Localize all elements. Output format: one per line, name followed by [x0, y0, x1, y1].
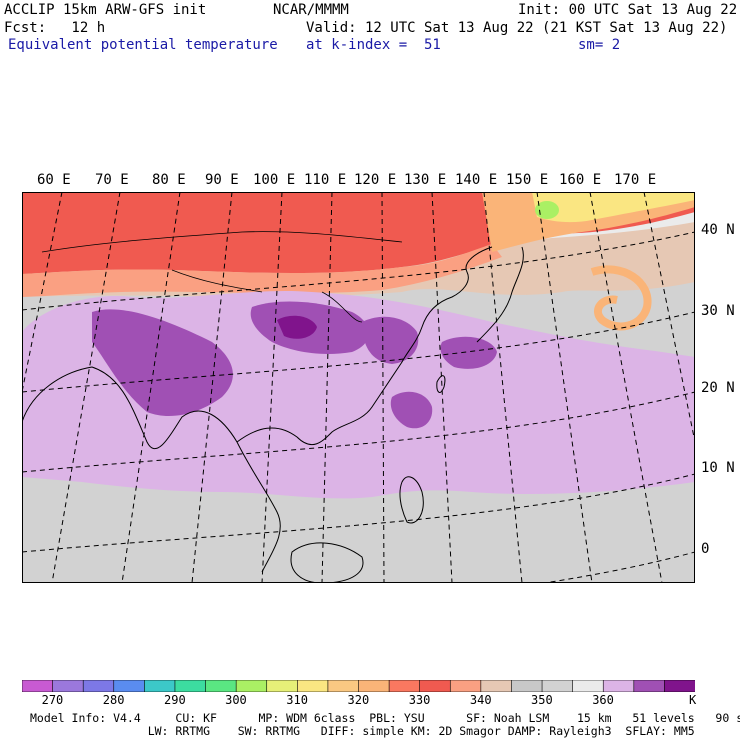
colorbar-swatch — [52, 680, 84, 692]
colorbar-swatch — [113, 680, 145, 692]
colorbar-label: 340 — [469, 693, 492, 707]
field-core-philippine-sea — [440, 336, 497, 369]
lat-label-0: 0 — [701, 541, 710, 557]
model-title: ACCLIP 15km ARW-GFS init — [4, 2, 207, 18]
colorbar-swatch — [541, 680, 574, 692]
colorbar-swatch — [144, 680, 176, 692]
colorbar-label: K — [689, 693, 697, 707]
colorbar-swatch — [266, 680, 298, 692]
colorbar — [22, 680, 695, 692]
colorbar-swatch — [358, 680, 390, 692]
valid-time: Valid: 12 UTC Sat 13 Aug 22 (21 KST Sat … — [306, 20, 728, 36]
country-borders — [41, 231, 403, 323]
colorbar-label: 310 — [286, 693, 308, 707]
lat-label-10n: 10 N — [701, 460, 735, 476]
theta-e-map — [22, 192, 695, 583]
colorbar-label: 290 — [164, 693, 186, 707]
model-info-line1: Model Info: V4.4 CU: KF MP: WDM 6class P… — [30, 711, 740, 725]
colorbar-label: 280 — [102, 693, 125, 707]
lat-label-40n: 40 N — [701, 222, 735, 238]
colorbar-label: 360 — [592, 693, 614, 707]
colorbar-swatch — [664, 680, 695, 692]
map-border — [22, 192, 695, 583]
lon-label-160e: 160 E — [559, 172, 602, 188]
colorbar-swatch — [511, 680, 543, 692]
colorbar-swatch — [22, 680, 54, 692]
lon-label-90e: 90 E — [205, 172, 239, 188]
colorbar-swatch — [205, 680, 237, 692]
lon-label-170e: 170 E — [614, 172, 657, 188]
coastline-philippines — [399, 476, 424, 524]
colorbar-swatch — [297, 680, 329, 692]
colorbar-swatch — [82, 680, 115, 692]
colorbar-label: 320 — [347, 693, 370, 707]
lat-label-30n: 30 N — [701, 303, 735, 319]
init-time: Init: 00 UTC Sat 13 Aug 22 — [518, 2, 738, 18]
colorbar-swatch — [633, 680, 666, 692]
colorbar-label: 270 — [41, 693, 64, 707]
lon-label-80e: 80 E — [152, 172, 186, 188]
level-index: at k-index = 51 — [306, 37, 441, 53]
lon-label-140e: 140 E — [455, 172, 498, 188]
colorbar-swatch — [235, 680, 268, 692]
colorbar-swatch — [449, 680, 482, 692]
colorbar-swatch — [602, 680, 635, 692]
field-band-yellow — [532, 192, 695, 223]
lon-label-60e: 60 E — [37, 172, 71, 188]
coastline-asia — [22, 246, 493, 573]
coastline-borneo — [290, 542, 364, 583]
graticule — [22, 192, 695, 583]
field-spot-green — [535, 201, 559, 219]
field-core-india — [92, 309, 233, 417]
lon-label-130e: 130 E — [404, 172, 447, 188]
field-core-scs — [390, 391, 433, 429]
field-core-china — [362, 316, 419, 364]
forecast-hour: Fcst: 12 h — [4, 20, 106, 36]
lon-label-110e: 110 E — [304, 172, 347, 188]
organization-label: NCAR/MMMM — [273, 2, 349, 18]
field-core-tibet-dark — [277, 315, 317, 339]
colorbar-swatch — [174, 680, 207, 692]
field-cyclone-swirl — [590, 265, 652, 331]
colorbar-swatch — [419, 680, 451, 692]
colorbar-swatch — [327, 680, 360, 692]
lon-label-150e: 150 E — [506, 172, 549, 188]
lon-label-120e: 120 E — [354, 172, 397, 188]
colorbar-swatch — [388, 680, 421, 692]
colorbar-label: 330 — [408, 693, 431, 707]
field-name: Equivalent potential temperature — [8, 37, 278, 53]
lon-label-100e: 100 E — [253, 172, 296, 188]
colorbar-swatch — [572, 680, 604, 692]
colorbar-label: 350 — [531, 693, 553, 707]
coastline-japan — [476, 246, 524, 343]
colorbar-label: 300 — [225, 693, 247, 707]
lat-label-20n: 20 N — [701, 380, 735, 396]
lon-label-70e: 70 E — [95, 172, 129, 188]
smoothing-value: sm= 2 — [578, 37, 621, 53]
colorbar-swatch — [480, 680, 513, 692]
model-info-line2: LW: RRTMG SW: RRTMG DIFF: simple KM: 2D … — [30, 724, 695, 738]
